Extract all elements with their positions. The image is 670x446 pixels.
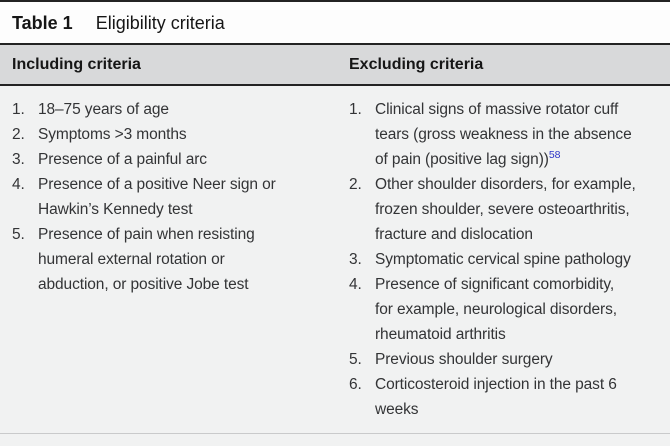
- item-text: Presence of a painful arc: [38, 151, 207, 168]
- criteria-item: 5. Presence of pain when resisting humera…: [12, 222, 337, 297]
- criteria-item: 5. Previous shoulder surgery: [349, 347, 670, 372]
- table-number-label: Table 1: [12, 13, 73, 33]
- criteria-item: 2. Other shoulder disorders, for example,…: [349, 172, 670, 247]
- item-number: 2.: [12, 126, 25, 143]
- table-caption: Eligibility criteria: [95, 13, 225, 33]
- item-number: 1.: [12, 101, 25, 118]
- criteria-item: 4. Presence of significant comorbidity, f…: [349, 272, 670, 347]
- item-number: 1.: [349, 101, 362, 118]
- item-text: Symptoms >3 months: [38, 126, 187, 143]
- reference-link[interactable]: 58: [548, 148, 561, 161]
- table-body: 1. 18–75 years of age 2. Symptoms >3 months…: [0, 86, 670, 422]
- criteria-item: 3. Symptomatic cervical spine pathology: [349, 247, 670, 272]
- item-number: 5.: [12, 226, 25, 243]
- item-number: 2.: [349, 176, 362, 193]
- including-column: 1. 18–75 years of age 2. Symptoms >3 months…: [0, 97, 337, 297]
- item-text: Presence of pain when resisting humeral …: [38, 226, 255, 293]
- criteria-item: 1. Clinical signs of massive rotator cuff…: [349, 97, 670, 172]
- item-text: Previous shoulder surgery: [375, 351, 553, 368]
- criteria-item: 3. Presence of a painful arc: [12, 147, 337, 172]
- column-header-including: Including criteria: [12, 56, 141, 73]
- item-text: Presence of a positive Neer sign or Hawk…: [38, 176, 276, 218]
- criteria-item: 4. Presence of a positive Neer sign or Ha…: [12, 172, 337, 222]
- table-header-row: Including criteria Excluding criteria: [0, 43, 670, 86]
- item-text: 18–75 years of age: [38, 101, 169, 118]
- item-number: 4.: [349, 276, 362, 293]
- item-text: Presence of significant comorbidity, for…: [375, 276, 617, 343]
- column-header-excluding: Excluding criteria: [349, 56, 484, 73]
- criteria-item: 1. 18–75 years of age: [12, 97, 337, 122]
- criteria-item: 6. Corticosteroid injection in the past 6…: [349, 372, 670, 422]
- item-number: 4.: [12, 176, 25, 193]
- item-number: 5.: [349, 351, 362, 368]
- table-bottom-rule: [0, 433, 670, 434]
- item-text: Clinical signs of massive rotator cuff t…: [375, 101, 632, 168]
- item-text: Symptomatic cervical spine pathology: [375, 251, 631, 268]
- excluding-column: 1. Clinical signs of massive rotator cuff…: [337, 97, 670, 422]
- item-text: Corticosteroid injection in the past 6 w…: [375, 376, 617, 418]
- item-number: 3.: [12, 151, 25, 168]
- table-title: Table 1 Eligibility criteria: [0, 0, 670, 43]
- item-text: Other shoulder disorders, for example, f…: [375, 176, 636, 243]
- item-number: 3.: [349, 251, 362, 268]
- item-number: 6.: [349, 376, 362, 393]
- criteria-item: 2. Symptoms >3 months: [12, 122, 337, 147]
